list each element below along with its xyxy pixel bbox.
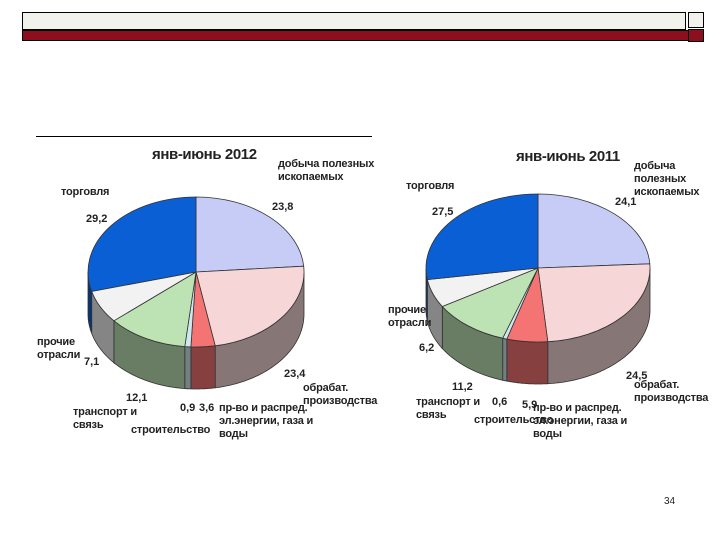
pie-chart-1: [87, 196, 305, 390]
slice-label-mining: добыча полезных ископаемых: [634, 160, 700, 198]
pie-side-construction: [184, 346, 192, 390]
slice-label-other: прочие отрасли: [37, 336, 81, 361]
slice-value-manufacturing: 24,5: [626, 370, 648, 382]
pie-side-energy: [506, 338, 549, 385]
slice-label-mining: добыча полезных ископаемых: [278, 158, 375, 183]
pie-chart-2: [425, 193, 651, 385]
slice-label-construction: строительство: [131, 424, 211, 436]
pie-slice-manufacturing: [195, 265, 305, 347]
pie-slice-transport: [113, 271, 197, 348]
pie-slice-trade: [87, 196, 197, 292]
pie-sides: [87, 272, 305, 390]
slice-label-transport: транспорт и связь: [73, 406, 137, 431]
pie-sides: [425, 268, 651, 385]
header-bar: [22, 12, 686, 30]
pie-slice-manufacturing: [537, 263, 651, 343]
slice-label-trade: торговля: [406, 180, 455, 192]
slice-label-construction: строительство: [474, 414, 554, 426]
header-corner-square: [688, 12, 704, 28]
pie-side-energy: [190, 345, 216, 390]
pie-side-construction: [502, 337, 508, 382]
pie-slice-transport: [441, 267, 539, 339]
slice-value-mining: 24,1: [615, 196, 637, 208]
pie-slice-trade: [425, 193, 539, 281]
slice-label-transport: транспорт и связь: [416, 396, 480, 421]
slice-value-construction: 0,9: [180, 402, 196, 414]
slice-value-other: 7,1: [84, 356, 100, 368]
slice-value-trade: 29,2: [86, 213, 108, 225]
slice-label-other: прочие отрасли: [388, 304, 432, 329]
slice-value-other: 6,2: [419, 342, 435, 354]
title-rule: [36, 136, 372, 137]
slice-value-energy: 5,9: [522, 399, 538, 411]
slice-value-construction: 0,6: [492, 396, 508, 408]
chart-title: янв-июнь 2011: [516, 148, 620, 165]
slice-value-energy: 3,6: [199, 402, 215, 414]
slice-label-energy: пр-во и распред. эл.энергии, газа и воды: [219, 402, 314, 440]
slice-label-manufacturing: обрабат. производства: [634, 379, 709, 404]
slice-value-transport: 11,2: [452, 381, 473, 393]
slice-label-manufacturing: обрабат. производства: [303, 382, 378, 407]
slice-label-trade: торговля: [61, 186, 110, 198]
slice-value-trade: 27,5: [432, 206, 454, 218]
slice-value-transport: 12,1: [126, 392, 148, 404]
slice-label-energy: пр-во и распред. эл.энергии, газа и воды: [533, 402, 628, 440]
chart-title: янв-июнь 2012: [152, 146, 257, 163]
slice-value-manufacturing: 23,4: [284, 368, 306, 380]
header-corner-square-accent: [688, 29, 704, 42]
slice-value-mining: 23,8: [272, 201, 294, 213]
page-number: 34: [664, 496, 676, 507]
pie-slice-mining: [537, 193, 651, 269]
pie-slice-mining: [195, 196, 305, 273]
